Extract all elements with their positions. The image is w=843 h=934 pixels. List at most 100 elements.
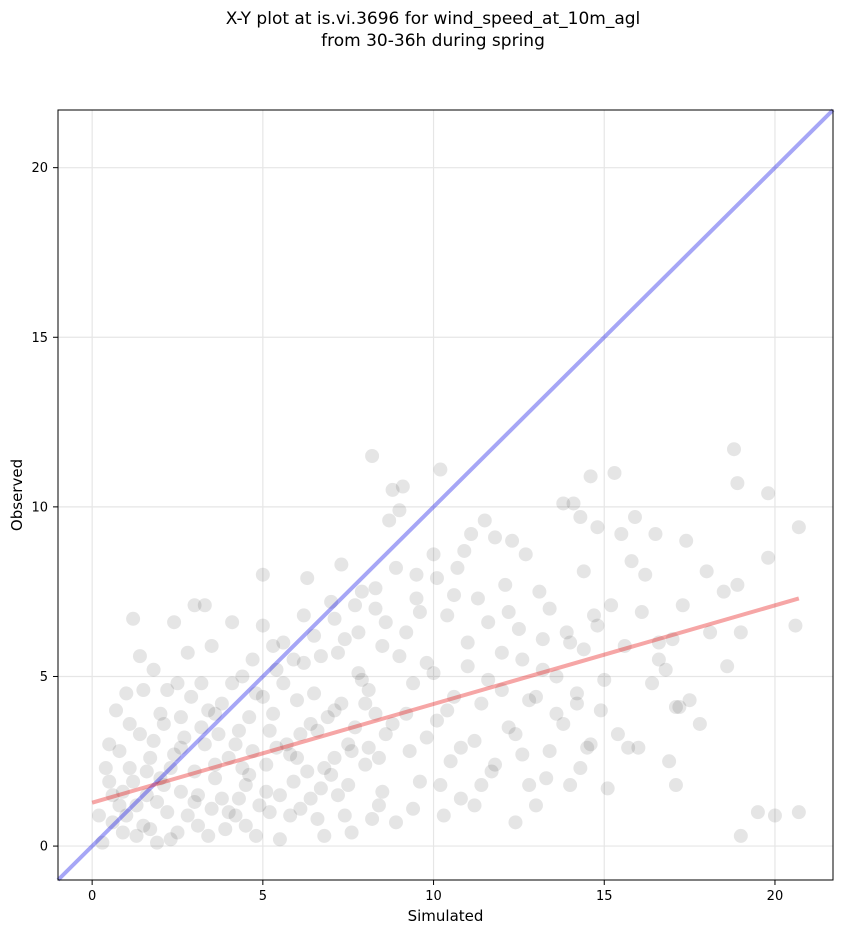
scatter-point (245, 652, 260, 667)
scatter-point (522, 778, 537, 793)
scatter-point (464, 527, 479, 542)
scatter-point (143, 750, 158, 765)
scatter-point (788, 618, 803, 633)
scatter-point (348, 720, 363, 735)
scatter-point (317, 828, 332, 843)
scatter-point (238, 818, 253, 833)
scatter-point (167, 747, 182, 762)
scatter-point (231, 791, 246, 806)
scatter-point (388, 815, 403, 830)
scatter-point (344, 744, 359, 759)
scatter-point (368, 601, 383, 616)
scatter-point (129, 798, 144, 813)
scatter-point (378, 727, 393, 742)
scatter-point (136, 818, 151, 833)
scatter-point (180, 808, 195, 823)
scatter-point (429, 713, 444, 728)
scatter-point (412, 774, 427, 789)
lines-layer (56, 108, 835, 882)
scatter-point (150, 835, 165, 850)
scatter-point (170, 676, 185, 691)
scatter-point (313, 649, 328, 664)
scatter-point (481, 615, 496, 630)
scatter-point (638, 567, 653, 582)
scatter-point (733, 828, 748, 843)
scatter-point (699, 564, 714, 579)
scatter-point (303, 716, 318, 731)
scatter-point (173, 784, 188, 799)
scatter-point (535, 632, 550, 647)
scatter-point (607, 465, 622, 480)
scatter-point (242, 710, 257, 725)
scatter-point (98, 761, 113, 776)
scatter-point (682, 693, 697, 708)
scatter-point (187, 598, 202, 613)
scatter-point (563, 635, 578, 650)
scatter-point (447, 588, 462, 603)
scatter-point (563, 778, 578, 793)
scatter-point (474, 778, 489, 793)
scatter-point (228, 737, 243, 752)
x-tick-label: 10 (425, 889, 442, 904)
scatter-point (631, 740, 646, 755)
scatter-point (436, 808, 451, 823)
scatter-point (259, 757, 274, 772)
scatter-point (662, 754, 677, 769)
scatter-point (679, 533, 694, 548)
scatter-point (593, 703, 608, 718)
scatter-point (221, 805, 236, 820)
scatter-point (392, 649, 407, 664)
scatter-point (371, 750, 386, 765)
scatter-point (255, 567, 270, 582)
scatter-point (197, 737, 212, 752)
scatter-point (501, 720, 516, 735)
scatter-point (249, 686, 264, 701)
scatter-point (324, 594, 339, 609)
scatter-point (624, 554, 639, 569)
scatter-point (382, 513, 397, 528)
scatter-point (450, 560, 465, 575)
scatter-point (303, 791, 318, 806)
scatter-point (651, 635, 666, 650)
scatter-point (453, 791, 468, 806)
scatter-point (522, 693, 537, 708)
x-tick-label: 5 (259, 889, 267, 904)
scatter-point (627, 510, 642, 525)
scatter-point (703, 625, 718, 640)
scatter-point (262, 723, 277, 738)
scatter-point (119, 686, 134, 701)
scatter-point (354, 584, 369, 599)
scatter-point (518, 547, 533, 562)
scatter-point (289, 750, 304, 765)
scatter-point (419, 730, 434, 745)
scatter-point (371, 798, 386, 813)
scatter-point (95, 835, 110, 850)
scatter-point (330, 788, 345, 803)
scatter-point (187, 764, 202, 779)
scatter-point (402, 744, 417, 759)
scatter-point (201, 703, 216, 718)
scatter-point (597, 672, 612, 687)
scatter-point (477, 513, 492, 528)
scatter-point (566, 496, 581, 511)
y-tick-label: 10 (31, 500, 48, 515)
scatter-point (269, 740, 284, 755)
scatter-point (361, 740, 376, 755)
scatter-point (378, 615, 393, 630)
scatter-point (447, 689, 462, 704)
scatter-point (115, 784, 130, 799)
scatter-point (569, 686, 584, 701)
scatter-point (262, 805, 277, 820)
scatter-point (194, 676, 209, 691)
scatter-point (163, 832, 178, 847)
scatter-point (395, 479, 410, 494)
scatter-point (180, 645, 195, 660)
scatter-point (238, 778, 253, 793)
scatter-point (426, 547, 441, 562)
scatter-point (177, 730, 192, 745)
scatter-point (221, 750, 236, 765)
scatter-point (255, 618, 270, 633)
scatter-point (132, 727, 147, 742)
scatter-point (617, 638, 632, 653)
